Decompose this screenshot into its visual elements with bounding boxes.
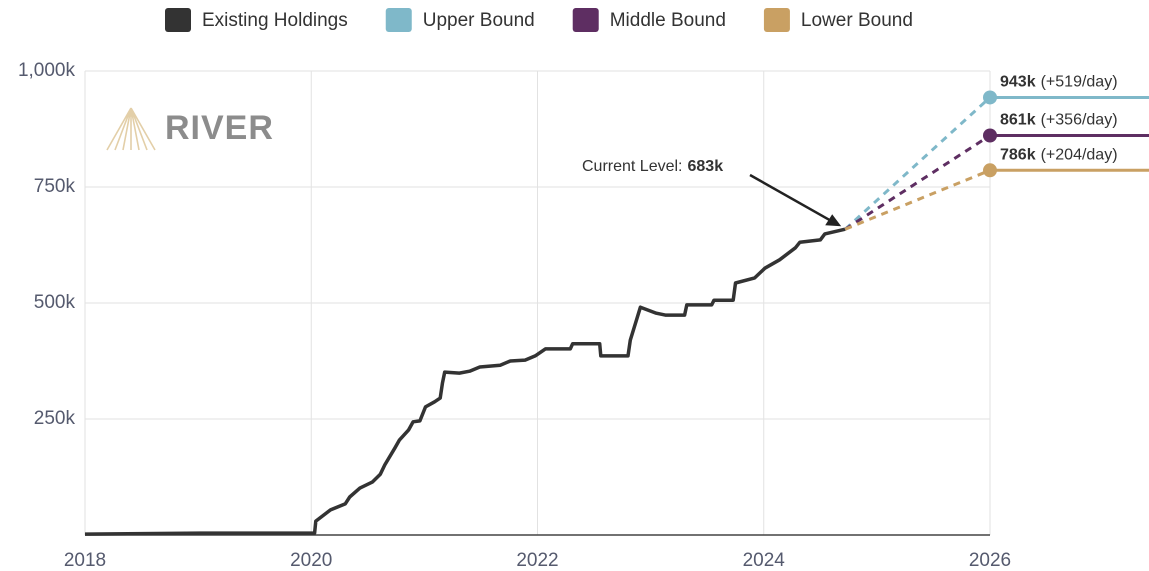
legend-label: Middle Bound [610, 10, 726, 31]
legend-label: Existing Holdings [202, 10, 348, 31]
x-tick-label: 2024 [743, 550, 786, 571]
legend-swatch [385, 8, 412, 32]
legend-swatch [165, 8, 191, 32]
series-line [844, 134, 991, 231]
bound-value-label: 943k [1000, 74, 1036, 91]
y-tick-label: 500k [34, 292, 76, 313]
bound-rate: (+356/day) [1041, 112, 1118, 129]
annotation-value: 683k [688, 158, 724, 175]
bound-label: 943k (+519/day) [1000, 74, 1118, 91]
legend-swatch [763, 8, 790, 32]
x-tick-label: 2022 [516, 550, 558, 571]
series-line [84, 227, 846, 536]
bound-value-label: 786k [1000, 147, 1036, 164]
bound-point [983, 128, 997, 143]
y-tick-label: 1,000k [18, 60, 76, 81]
annotation: Current Level: 683k [582, 158, 723, 175]
series-line [844, 96, 992, 231]
annotation-text: Current Level: [582, 158, 683, 175]
logo [106, 107, 156, 151]
annotation-arrow [749, 173, 836, 225]
bound-label: 861k (+356/day) [1000, 112, 1118, 129]
watermark: RIVER [165, 109, 274, 147]
x-tick-label: 2018 [64, 550, 106, 571]
bound-point [983, 163, 997, 178]
series-line [844, 168, 991, 231]
y-tick-label: 750k [34, 176, 76, 197]
legend-label: Upper Bound [423, 10, 535, 31]
x-tick-label: 2026 [969, 550, 1011, 571]
y-tick-label: 250k [34, 408, 76, 429]
bound-value-label: 861k [1000, 112, 1036, 129]
annotation-arrowhead [825, 214, 842, 227]
bound-rate: (+519/day) [1041, 74, 1118, 91]
legend-swatch [572, 8, 599, 32]
bound-rate: (+204/day) [1041, 147, 1118, 164]
bound-point [983, 90, 997, 105]
x-tick-label: 2020 [290, 550, 332, 571]
legend-label: Lower Bound [801, 10, 913, 31]
bound-label: 786k (+204/day) [1000, 147, 1118, 164]
